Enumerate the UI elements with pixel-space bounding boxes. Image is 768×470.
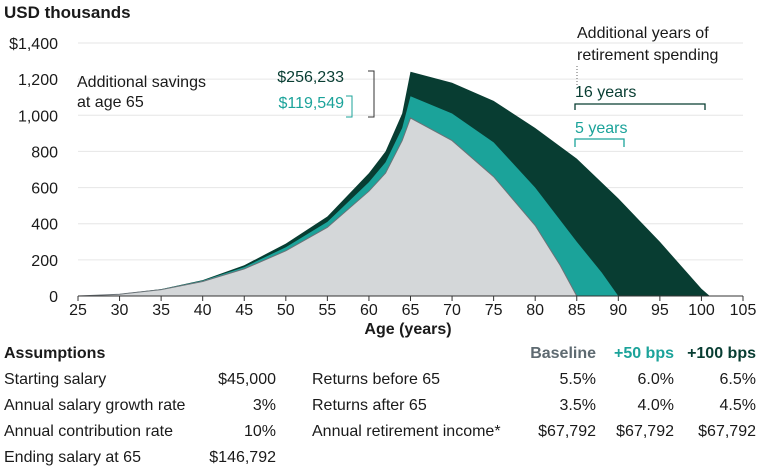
y-tick-label: $1,400: [9, 36, 58, 53]
x-tick-label: 40: [194, 302, 212, 319]
y-tick-label: 0: [49, 289, 58, 306]
right-row-label: Annual retirement income*: [312, 423, 501, 440]
right-row-baseline: 3.5%: [559, 397, 596, 414]
right-row-plus100: $67,792: [698, 423, 756, 440]
y-tick-label: 600: [31, 181, 58, 198]
right-row-plus50: 6.0%: [637, 371, 674, 388]
x-tick-label: 90: [609, 302, 627, 319]
right-row-plus100: 4.5%: [719, 397, 756, 414]
left-row-value: $146,792: [209, 449, 276, 466]
savings-50-value: $119,549: [278, 95, 344, 112]
plot-area: [77, 71, 710, 297]
x-tick-label: 105: [730, 302, 757, 319]
y-tick-label: 1,200: [18, 72, 58, 89]
left-row-label: Annual contribution rate: [4, 423, 173, 440]
assumptions-table: Assumptions Baseline +50 bps +100 bps St…: [0, 340, 768, 470]
x-tick-label: 75: [485, 302, 503, 319]
years-title-line1: Additional years of: [577, 25, 709, 42]
x-tick-label: 70: [443, 302, 461, 319]
x-tick-label: 45: [235, 302, 253, 319]
x-tick-label: 80: [526, 302, 544, 319]
years-100-bracket: [574, 103, 706, 110]
y-tick-label: 400: [31, 217, 58, 234]
right-row-label: Returns before 65: [312, 371, 441, 388]
x-tick-label: 50: [277, 302, 295, 319]
x-tick-label: 35: [152, 302, 170, 319]
right-row-plus50: $67,792: [616, 423, 674, 440]
y-tick-label: 1,000: [18, 108, 58, 125]
right-row-plus50: 4.0%: [637, 397, 674, 414]
x-axis: 25 30 35 40 45 50 55 60 65 70 75 80 85 90 95 100 105: [69, 296, 756, 319]
x-tick-label: 30: [111, 302, 129, 319]
right-row-baseline: $67,792: [538, 423, 596, 440]
assumptions-title: Assumptions: [4, 345, 106, 362]
x-tick-label: 55: [318, 302, 336, 319]
chart-title: USD thousands: [4, 3, 131, 22]
left-row-value: 3%: [252, 397, 276, 414]
x-axis-label: Age (years): [364, 321, 451, 338]
header-baseline: Baseline: [530, 345, 596, 362]
x-tick-label: 100: [688, 302, 715, 319]
savings-50-bracket: [346, 95, 353, 118]
y-tick-label: 200: [31, 253, 58, 270]
x-tick-label: 85: [568, 302, 586, 319]
x-tick-label: 60: [360, 302, 378, 319]
savings-label-line2: at age 65: [77, 94, 144, 111]
savings-100-bracket: [368, 70, 375, 118]
x-tick-label: 25: [69, 302, 87, 319]
left-row-label: Starting salary: [4, 371, 107, 388]
years-50-label: 5 years: [575, 120, 627, 137]
left-row-label: Annual salary growth rate: [4, 397, 186, 414]
area-baseline: [77, 117, 578, 297]
right-row-plus100: 6.5%: [719, 371, 756, 388]
right-row-label: Returns after 65: [312, 397, 427, 414]
years-title-line2: retirement spending: [577, 47, 718, 64]
left-row-value: 10%: [243, 423, 276, 440]
left-row-label: Ending salary at 65: [4, 449, 141, 466]
years-50-bracket: [574, 138, 625, 147]
x-tick-label: 95: [651, 302, 669, 319]
savings-100-value: $256,233: [277, 69, 344, 86]
x-tick-label: 65: [402, 302, 420, 319]
right-row-baseline: 5.5%: [559, 371, 596, 388]
savings-label-line1: Additional savings: [77, 74, 206, 91]
y-tick-label: 800: [31, 144, 58, 161]
left-row-value: $45,000: [218, 371, 276, 388]
header-plus100: +100 bps: [687, 345, 756, 362]
years-100-label: 16 years: [575, 84, 636, 101]
chart: USD thousands $1,4001,2001,0008006004002…: [4, 3, 756, 338]
header-plus50: +50 bps: [613, 345, 674, 362]
